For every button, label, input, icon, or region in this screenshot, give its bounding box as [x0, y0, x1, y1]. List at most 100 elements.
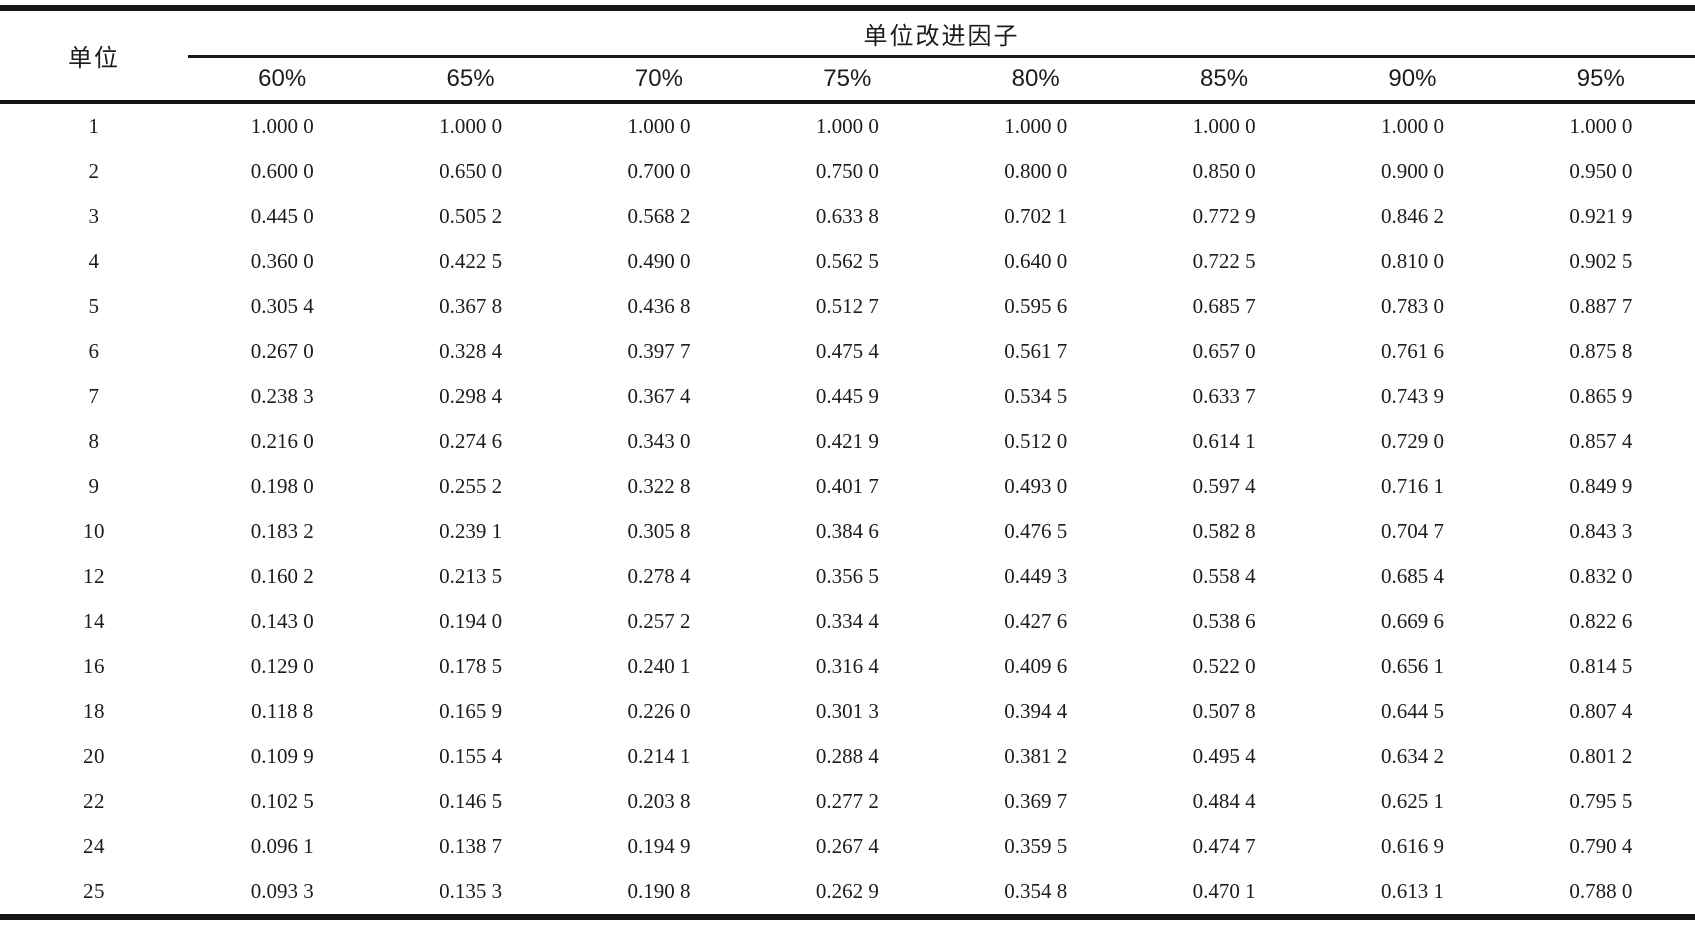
- unit-cell: 16: [83, 654, 105, 678]
- factor-cell: 0.950 0: [1569, 159, 1633, 183]
- factor-cell: 0.875 8: [1569, 339, 1633, 363]
- factor-cell: 0.359 5: [1004, 834, 1068, 858]
- factor-cell: 0.493 0: [1004, 474, 1068, 498]
- factor-cell: 0.484 4: [1192, 789, 1256, 813]
- table-body: 1 1.000 0 1.000 0 1.000 0 1.000 0 1.000 0 1.00…: [0, 102, 1695, 917]
- unit-column-header: 单位: [0, 8, 188, 104]
- percent-header-90pct: 90%: [1318, 56, 1507, 104]
- factor-cell: 0.788 0: [1569, 879, 1633, 903]
- factor-cell: 0.183 2: [250, 519, 314, 543]
- table-row: 16 0.129 0 0.178 5 0.240 1 0.316 4 0.409 6 0.5…: [0, 644, 1695, 689]
- factor-cell: 0.656 1: [1380, 654, 1444, 678]
- factor-cell: 0.198 0: [250, 474, 314, 498]
- factor-cell: 0.194 0: [439, 609, 503, 633]
- factor-cell: 0.534 5: [1004, 384, 1068, 408]
- scanned-table-page: 单位 单位改进因子 60% 65% 70% 75% 80% 85% 90% 95% 1 1.00…: [0, 5, 1695, 928]
- factor-cell: 0.160 2: [250, 564, 314, 588]
- percent-header-85pct: 85%: [1129, 56, 1319, 104]
- unit-cell: 6: [88, 339, 100, 363]
- factor-cell: 0.512 7: [815, 294, 879, 318]
- factor-cell: 0.490 0: [627, 249, 691, 273]
- table-row: 9 0.198 0 0.255 2 0.322 8 0.401 7 0.493 0 0.59…: [0, 464, 1695, 509]
- factor-cell: 0.832 0: [1569, 564, 1633, 588]
- unit-cell: 8: [88, 429, 100, 453]
- unit-cell: 2: [88, 159, 100, 183]
- factor-cell: 0.274 6: [439, 429, 503, 453]
- factor-cell: 0.562 5: [815, 249, 879, 273]
- factor-cell: 1.000 0: [1569, 114, 1633, 138]
- factor-cell: 0.226 0: [627, 699, 691, 723]
- factor-cell: 1.000 0: [627, 114, 691, 138]
- factor-cell: 1.000 0: [1192, 114, 1256, 138]
- percent-header-65pct: 65%: [376, 56, 565, 104]
- factor-cell: 0.194 9: [627, 834, 691, 858]
- factor-cell: 0.743 9: [1380, 384, 1444, 408]
- factor-cell: 0.810 0: [1380, 249, 1444, 273]
- factor-cell: 0.495 4: [1192, 744, 1256, 768]
- factor-cell: 0.704 7: [1380, 519, 1444, 543]
- factor-cell: 0.470 1: [1192, 879, 1256, 903]
- factor-cell: 0.558 4: [1192, 564, 1256, 588]
- factor-cell: 0.790 4: [1569, 834, 1633, 858]
- factor-cell: 0.343 0: [627, 429, 691, 453]
- factor-cell: 0.277 2: [815, 789, 879, 813]
- factor-cell: 0.702 1: [1004, 204, 1068, 228]
- factor-cell: 0.474 7: [1192, 834, 1256, 858]
- factor-cell: 0.394 4: [1004, 699, 1068, 723]
- factor-cell: 0.657 0: [1192, 339, 1256, 363]
- factor-cell: 0.846 2: [1380, 204, 1444, 228]
- factor-cell: 0.409 6: [1004, 654, 1068, 678]
- factor-cell: 0.093 3: [250, 879, 314, 903]
- factor-cell: 0.214 1: [627, 744, 691, 768]
- factor-cell: 0.109 9: [250, 744, 314, 768]
- factor-cell: 0.257 2: [627, 609, 691, 633]
- factor-cell: 0.538 6: [1192, 609, 1256, 633]
- table-row: 3 0.445 0 0.505 2 0.568 2 0.633 8 0.702 1 0.77…: [0, 194, 1695, 239]
- unit-cell: 3: [88, 204, 100, 228]
- span-header-row: 单位 单位改进因子: [0, 8, 1695, 104]
- unit-cell: 1: [88, 114, 100, 138]
- factor-cell: 0.436 8: [627, 294, 691, 318]
- factor-cell: 0.640 0: [1004, 249, 1068, 273]
- factor-cell: 0.597 4: [1192, 474, 1256, 498]
- factor-cell: 0.887 7: [1569, 294, 1633, 318]
- table-row: 20 0.109 9 0.155 4 0.214 1 0.288 4 0.381 2 0.4…: [0, 734, 1695, 779]
- factor-cell: 0.633 7: [1192, 384, 1256, 408]
- factor-cell: 0.700 0: [627, 159, 691, 183]
- factor-cell: 0.750 0: [815, 159, 879, 183]
- factor-cell: 0.716 1: [1380, 474, 1444, 498]
- factor-cell: 0.190 8: [627, 879, 691, 903]
- percent-header-row: 60% 65% 70% 75% 80% 85% 90% 95%: [0, 56, 1695, 104]
- factor-cell: 0.367 4: [627, 384, 691, 408]
- unit-cell: 5: [88, 294, 100, 318]
- factor-cell: 0.857 4: [1569, 429, 1633, 453]
- factor-cell: 0.238 3: [250, 384, 314, 408]
- factor-cell: 0.616 9: [1380, 834, 1444, 858]
- factor-cell: 0.512 0: [1004, 429, 1068, 453]
- factor-cell: 0.381 2: [1004, 744, 1068, 768]
- factor-cell: 0.334 4: [815, 609, 879, 633]
- factor-cell: 0.685 4: [1380, 564, 1444, 588]
- factor-cell: 0.354 8: [1004, 879, 1068, 903]
- factor-cell: 0.216 0: [250, 429, 314, 453]
- improvement-factor-span-header: 单位改进因子: [188, 8, 1695, 58]
- table-row: 7 0.238 3 0.298 4 0.367 4 0.445 9 0.534 5 0.63…: [0, 374, 1695, 419]
- table-row: 2 0.600 0 0.650 0 0.700 0 0.750 0 0.800 0 0.85…: [0, 149, 1695, 194]
- table-row: 8 0.216 0 0.274 6 0.343 0 0.421 9 0.512 0 0.61…: [0, 419, 1695, 464]
- factor-cell: 0.613 1: [1380, 879, 1444, 903]
- factor-cell: 0.165 9: [439, 699, 503, 723]
- factor-cell: 0.322 8: [627, 474, 691, 498]
- factor-cell: 0.397 7: [627, 339, 691, 363]
- factor-cell: 0.262 9: [815, 879, 879, 903]
- table-header: 单位 单位改进因子 60% 65% 70% 75% 80% 85% 90% 95%: [0, 8, 1695, 104]
- factor-cell: 0.522 0: [1192, 654, 1256, 678]
- factor-cell: 0.138 7: [439, 834, 503, 858]
- factor-cell: 1.000 0: [439, 114, 503, 138]
- factor-cell: 0.807 4: [1569, 699, 1633, 723]
- factor-cell: 0.118 8: [251, 699, 314, 723]
- factor-cell: 0.650 0: [439, 159, 503, 183]
- factor-cell: 0.421 9: [815, 429, 879, 453]
- factor-cell: 0.328 4: [439, 339, 503, 363]
- table-row: 24 0.096 1 0.138 7 0.194 9 0.267 4 0.359 5 0.4…: [0, 824, 1695, 869]
- factor-cell: 0.427 6: [1004, 609, 1068, 633]
